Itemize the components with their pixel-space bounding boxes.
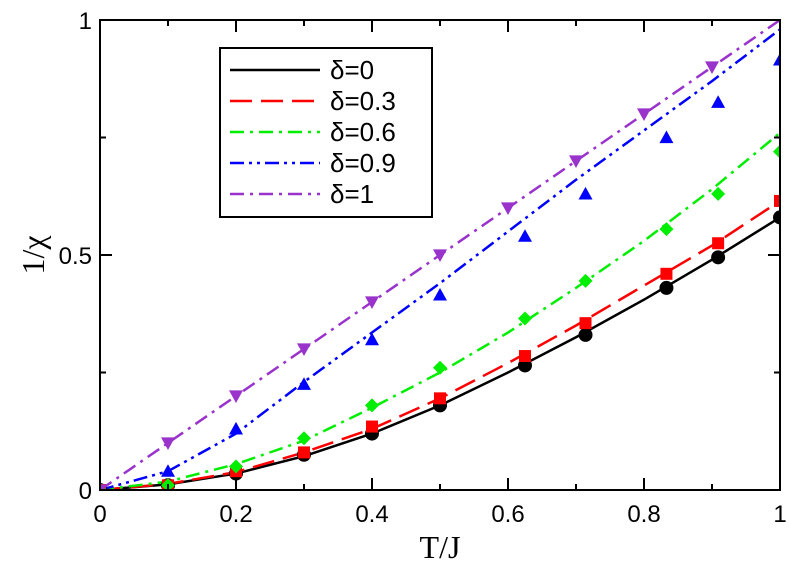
- data-point-0-9: [711, 250, 726, 265]
- data-point-3-2: [229, 421, 243, 435]
- y-tick-label: 1: [79, 8, 92, 35]
- series-line-2: [100, 131, 780, 490]
- data-point-3-3: [297, 377, 311, 390]
- x-axis-label: T/J: [420, 529, 461, 564]
- x-tick-label: 0: [93, 501, 106, 528]
- y-tick-label: 0.5: [59, 243, 92, 270]
- data-point-1-9: [712, 237, 725, 250]
- data-point-1-6: [519, 350, 531, 363]
- data-point-1-3: [298, 446, 310, 459]
- data-point-3-8: [659, 130, 674, 144]
- data-point-3-1: [161, 464, 175, 477]
- data-point-2-2: [229, 459, 243, 474]
- legend-label-3: δ=0.9: [330, 148, 396, 178]
- data-point-2-7: [578, 273, 593, 288]
- x-tick-label: 0.8: [627, 501, 660, 528]
- data-point-2-9: [711, 186, 726, 201]
- legend-box: [219, 47, 433, 218]
- data-point-0-7: [578, 327, 593, 342]
- data-point-3-6: [518, 229, 532, 242]
- data-point-0-8: [659, 280, 674, 295]
- data-point-3-4: [365, 332, 379, 346]
- x-tick-label: 0.6: [491, 501, 524, 528]
- series-line-3: [100, 28, 780, 490]
- y-tick-label: 0: [79, 478, 92, 505]
- data-point-1-5: [434, 392, 446, 405]
- series-line-1: [100, 199, 780, 490]
- data-point-4-7: [569, 155, 583, 168]
- data-point-4-9: [705, 61, 719, 74]
- data-point-4-0: [100, 484, 107, 490]
- data-point-3-7: [578, 186, 593, 200]
- data-point-4-6: [501, 202, 515, 215]
- legend-label-4: δ=1: [330, 179, 374, 209]
- x-tick-label: 0.2: [219, 501, 252, 528]
- data-point-4-1: [161, 437, 175, 450]
- data-point-3-10: [773, 52, 780, 66]
- data-point-2-3: [297, 431, 311, 446]
- data-point-1-8: [660, 267, 673, 280]
- data-point-2-4: [365, 398, 379, 413]
- data-point-4-8: [637, 108, 651, 121]
- data-point-3-9: [711, 95, 726, 108]
- data-point-4-5: [433, 249, 447, 262]
- data-point-3-5: [433, 287, 447, 301]
- data-point-2-5: [433, 360, 447, 375]
- data-point-0-10: [773, 210, 780, 225]
- legend: δ=0δ=0.3δ=0.6δ=0.9δ=1: [219, 47, 433, 218]
- data-point-1-4: [366, 420, 378, 433]
- legend-label-0: δ=0: [330, 55, 374, 85]
- legend-label-2: δ=0.6: [330, 117, 396, 147]
- data-point-4-4: [365, 296, 379, 309]
- data-point-2-10: [773, 144, 780, 159]
- y-axis-label: 1/χ: [15, 235, 51, 275]
- x-tick-label: 0.4: [355, 501, 388, 528]
- legend-label-1: δ=0.3: [330, 86, 396, 116]
- data-point-2-8: [659, 222, 674, 237]
- data-point-4-2: [229, 390, 243, 403]
- data-point-2-6: [518, 311, 532, 326]
- x-tick-label: 1: [773, 501, 786, 528]
- data-point-4-3: [297, 343, 311, 356]
- data-point-1-10: [774, 194, 780, 207]
- data-point-1-7: [579, 317, 592, 330]
